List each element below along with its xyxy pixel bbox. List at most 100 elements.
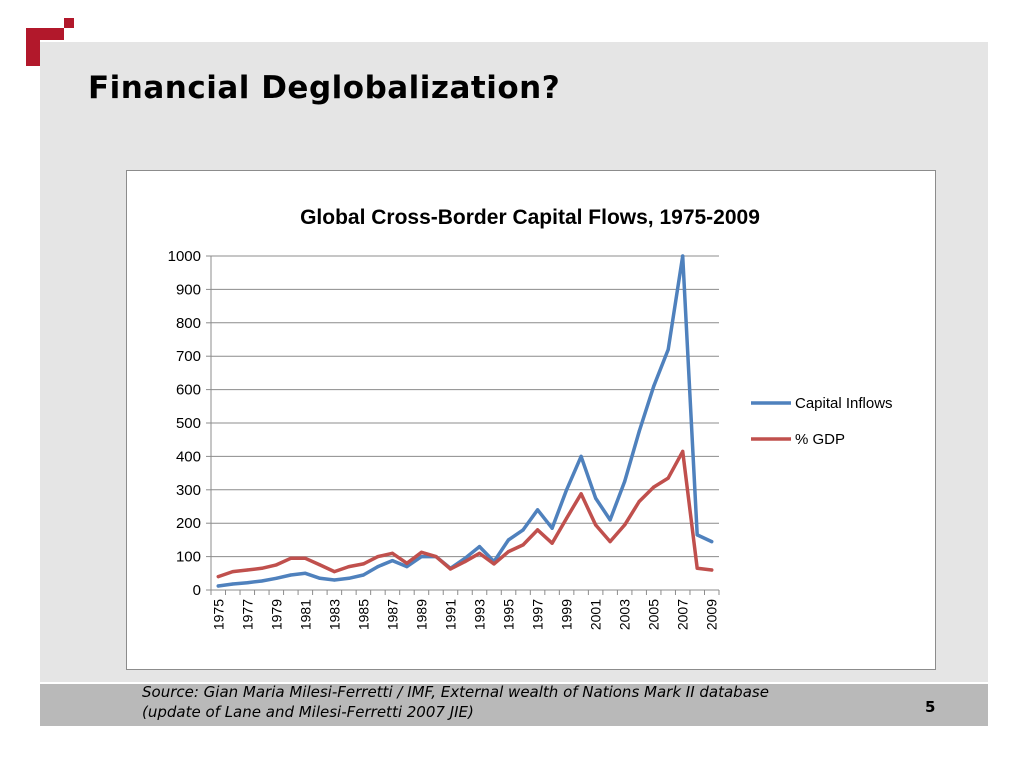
data-point xyxy=(260,579,264,583)
y-tick-label: 400 xyxy=(176,448,201,465)
data-point xyxy=(216,575,220,579)
data-point xyxy=(376,555,380,559)
y-tick-label: 700 xyxy=(176,348,201,365)
data-point xyxy=(361,573,365,577)
y-tick-label: 300 xyxy=(176,482,201,499)
data-point xyxy=(681,254,685,258)
data-point xyxy=(390,559,394,563)
data-point xyxy=(666,476,670,480)
data-point xyxy=(710,568,714,572)
data-point xyxy=(347,565,351,569)
x-tick-label: 1991 xyxy=(442,599,458,630)
data-point xyxy=(245,581,249,585)
data-point xyxy=(652,485,656,489)
data-point xyxy=(550,541,554,545)
data-point xyxy=(492,562,496,566)
data-point xyxy=(506,538,511,542)
data-point xyxy=(318,576,322,580)
series-line-capital-inflows xyxy=(216,254,714,588)
footer-bar xyxy=(40,684,988,726)
x-tick-label: 1983 xyxy=(326,599,342,630)
legend-label: Capital Inflows xyxy=(795,395,893,412)
data-point xyxy=(289,556,293,560)
chart-legend: Capital Inflows % GDP xyxy=(751,395,893,448)
data-point xyxy=(332,570,336,574)
x-tick-label: 1985 xyxy=(355,599,371,630)
data-point xyxy=(405,561,409,565)
data-point xyxy=(463,560,467,564)
page-number: 5 xyxy=(925,698,936,716)
data-point xyxy=(521,543,525,547)
data-point xyxy=(361,562,365,566)
data-point xyxy=(594,496,598,500)
data-point xyxy=(477,551,482,555)
data-point xyxy=(637,499,641,504)
data-point xyxy=(536,508,540,512)
data-point xyxy=(216,584,220,588)
y-tick-label: 0 xyxy=(193,582,201,599)
data-point xyxy=(434,555,438,559)
x-tick-label: 1981 xyxy=(297,599,313,630)
data-point xyxy=(231,570,235,574)
data-point xyxy=(245,568,249,572)
data-point xyxy=(579,454,583,458)
data-point xyxy=(565,488,569,492)
y-tick-label: 800 xyxy=(176,315,201,332)
x-tick-label: 1977 xyxy=(239,599,255,630)
data-point xyxy=(550,526,554,530)
data-point xyxy=(637,429,641,433)
x-tick-label: 2009 xyxy=(704,599,720,630)
y-tick-label: 100 xyxy=(176,549,201,566)
data-point xyxy=(376,565,380,569)
data-point xyxy=(477,545,482,549)
y-tick-label: 500 xyxy=(176,415,201,432)
data-point xyxy=(579,492,583,496)
x-tick-label: 1997 xyxy=(530,599,546,630)
data-point xyxy=(608,518,612,522)
x-tick-label: 2001 xyxy=(588,599,604,630)
x-tick-label: 1999 xyxy=(559,599,575,630)
data-point xyxy=(608,540,612,544)
legend-label: % GDP xyxy=(795,431,845,448)
x-tick-label: 1995 xyxy=(501,599,517,630)
data-point xyxy=(695,566,699,570)
data-point xyxy=(521,528,525,532)
data-point xyxy=(419,550,424,554)
x-tick-label: 2003 xyxy=(617,599,633,630)
data-point xyxy=(274,576,278,580)
data-point xyxy=(536,528,540,532)
source-citation: Source: Gian Maria Milesi-Ferretti / IMF… xyxy=(142,683,769,721)
y-axis-ticks: 0 100 200 300 400 500 600 700 800 900 1000 xyxy=(168,248,201,599)
data-point xyxy=(710,540,714,544)
data-point xyxy=(390,551,394,555)
data-point xyxy=(347,576,351,580)
logo-icon xyxy=(26,18,74,66)
x-tick-label: 1993 xyxy=(472,599,488,630)
data-point xyxy=(332,578,336,582)
data-point xyxy=(652,384,656,388)
line-chart: Global Cross-Border Capital Flows, 1975-… xyxy=(168,206,893,630)
chart-container: Global Cross-Border Capital Flows, 1975-… xyxy=(126,170,936,670)
data-point xyxy=(623,479,627,483)
slide-title: Financial Deglobalization? xyxy=(88,70,561,106)
x-tick-label: 1989 xyxy=(413,599,429,630)
data-point xyxy=(506,550,511,554)
data-point xyxy=(623,523,627,527)
series-lines xyxy=(216,254,714,588)
y-tick-label: 600 xyxy=(176,382,201,399)
data-point xyxy=(594,523,598,527)
data-point xyxy=(448,567,453,571)
data-point xyxy=(318,563,322,567)
chart-title: Global Cross-Border Capital Flows, 1975-… xyxy=(300,206,760,229)
data-point xyxy=(274,563,278,567)
data-point xyxy=(303,571,307,575)
x-tick-label: 2007 xyxy=(675,599,691,630)
x-tick-label: 2005 xyxy=(646,599,662,630)
data-point xyxy=(231,582,235,586)
data-point xyxy=(260,566,264,570)
data-point xyxy=(681,449,685,453)
x-tick-label: 1975 xyxy=(210,599,226,630)
y-tick-label: 200 xyxy=(176,515,201,532)
data-point xyxy=(666,347,670,352)
x-tick-label: 1987 xyxy=(384,599,400,630)
